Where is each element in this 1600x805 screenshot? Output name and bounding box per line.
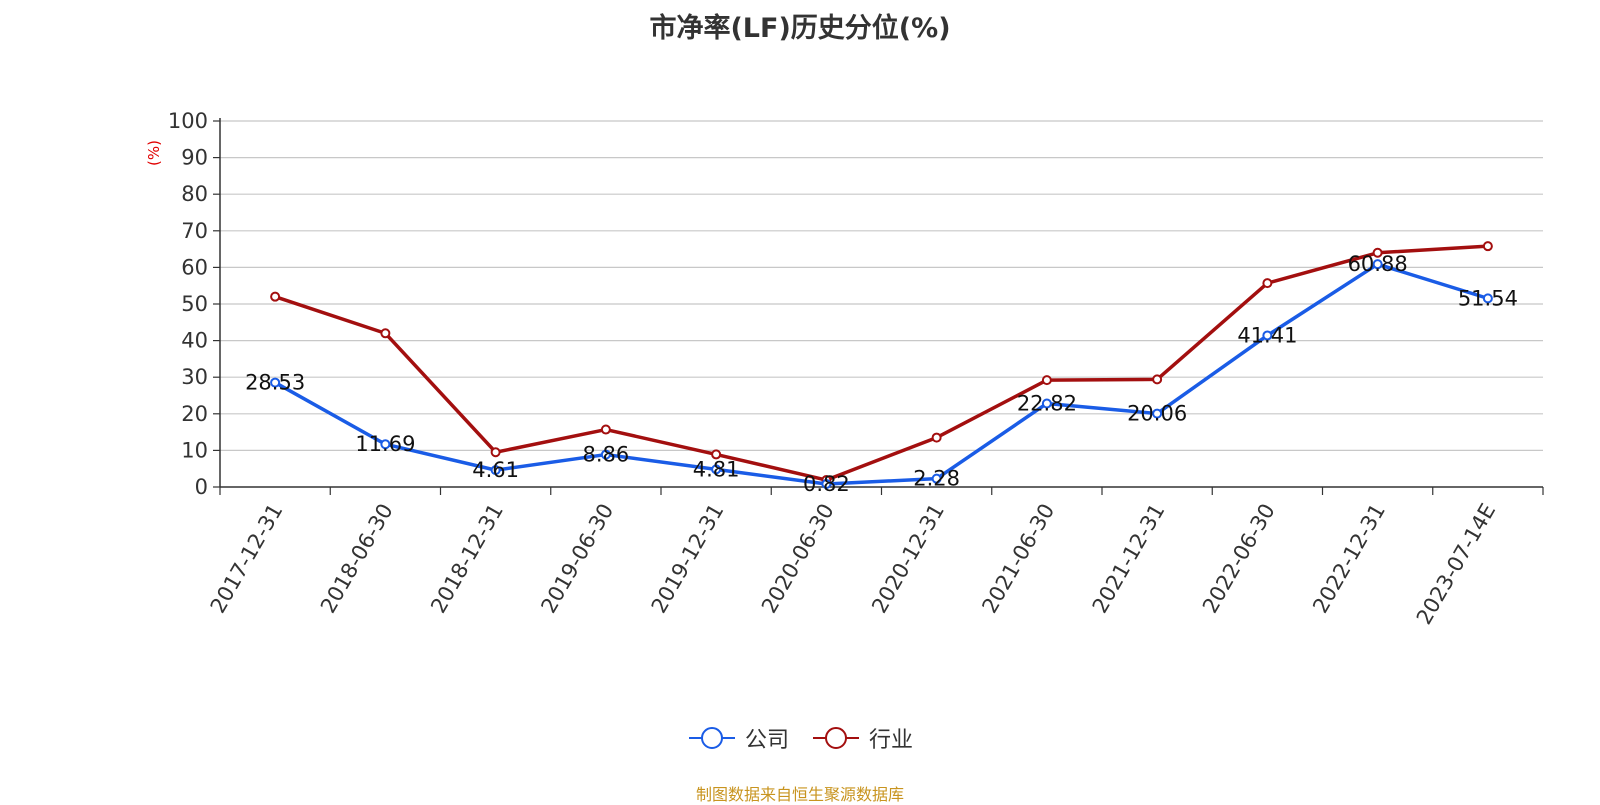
y-tick-label: 100 [168,109,208,133]
data-point-industry [1041,375,1052,386]
data-point-company [1482,293,1493,304]
source-note: 制图数据来自恒生聚源数据库 [695,785,904,804]
line-chart: 0 10 20 30 40 50 60 70 80 90 100 2017-12-31 2018-06… [145,109,1544,629]
y-tick-label: 40 [181,329,208,353]
data-point-industry [490,447,501,458]
series-line-industry [274,244,1488,482]
y-tick-label: 10 [181,438,208,462]
x-tick-label: 2022-12-31 [1308,500,1390,618]
legend-label-industry: 行业 [869,728,914,753]
axes [213,118,1544,495]
data-point-industry [1152,374,1163,385]
chart-title: 市净率(LF)历史分位(%) [649,13,951,44]
data-point-industry [931,432,942,443]
series-lines [270,241,1493,489]
data-label: 4.81 [693,457,740,481]
data-point-company [821,478,832,489]
x-tick-label: 2023-07-14E [1412,500,1500,629]
data-point-industry [1372,247,1383,258]
data-label: 22.82 [1017,391,1077,415]
data-label: 28.53 [245,371,305,395]
legend: 公司 行业 [0,718,1600,758]
grid-lines [220,120,1543,451]
y-tick-label: 70 [181,219,208,243]
data-label: 0.82 [803,472,850,496]
y-tick-label: 50 [181,292,208,316]
data-point-industry [1482,241,1493,252]
x-tick-label: 2021-06-30 [977,500,1059,618]
y-tick-label: 60 [181,255,208,279]
legend-industry-marker-icon [813,727,859,749]
data-point-company [1152,408,1163,419]
data-label: 60.88 [1348,252,1408,276]
data-point-company [1262,330,1273,341]
data-point-company [380,439,391,450]
y-tick-labels: 0 10 20 30 40 50 60 70 80 90 100 [168,109,208,499]
data-point-company [600,449,611,460]
x-tick-label: 2019-12-31 [647,500,729,618]
legend-item-industry[interactable]: 行业 [811,722,913,754]
data-point-company [1372,259,1383,270]
x-tick-label: 2017-12-31 [206,500,288,618]
legend-label-company: 公司 [744,728,789,753]
x-tick-label: 2021-12-31 [1088,500,1170,618]
data-point-industry [380,328,391,339]
x-tick-label: 2019-06-30 [536,500,618,618]
x-tick-labels: 2017-12-31 2018-06-30 2018-12-31 2019-06-30… [206,500,1501,629]
data-label: 2.28 [913,467,960,491]
data-point-industry [1262,278,1273,289]
y-tick-label: 0 [195,475,208,499]
x-tick-label: 2020-12-31 [867,500,949,618]
data-label: 20.06 [1127,402,1187,426]
data-point-company [1041,398,1052,409]
y-tick-label: 80 [181,182,208,206]
y-tick-label: 20 [181,402,208,426]
data-label: 4.61 [472,458,519,482]
data-point-company [711,464,722,475]
data-label: 41.41 [1237,323,1297,347]
data-label: 8.86 [582,443,629,467]
data-label: 11.69 [355,432,415,456]
y-tick-label: 30 [181,365,208,389]
y-tick-label: 90 [181,146,208,170]
data-point-company [490,465,501,476]
legend-company-marker-icon [688,727,735,749]
data-point-company [270,377,281,388]
legend-item-company[interactable]: 公司 [687,722,789,754]
data-point-industry [711,449,722,460]
data-label: 51.54 [1458,286,1518,310]
x-tick-label: 2018-12-31 [426,500,508,618]
x-tick-label: 2022-06-30 [1198,500,1280,618]
x-tick-label: 2020-06-30 [757,500,839,618]
data-point-industry [600,424,611,435]
y-axis-label: (%) [145,140,163,166]
x-tick-label: 2018-06-30 [316,500,398,618]
data-point-industry [270,291,281,302]
data-labels: 28.53 11.69 4.61 8.86 4.81 0.82 2.28 22.82 20.06… [245,252,1518,496]
data-point-company [931,473,942,484]
series-line-company [274,262,1489,486]
